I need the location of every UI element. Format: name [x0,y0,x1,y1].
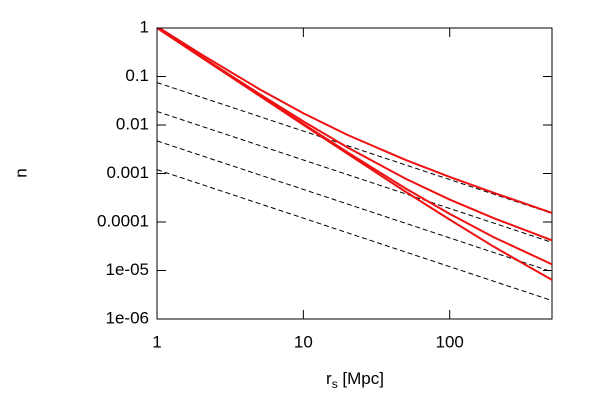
dashed-line [157,169,552,302]
y-axis-label: n [11,168,30,177]
dashed-line [157,82,552,214]
data-line [157,28,552,214]
plot-area [157,28,552,302]
x-axis-label: rs [Mpc] [326,369,384,391]
y-tick-label: 1e-05 [106,260,149,279]
data-line [157,28,552,242]
plot-border [156,27,553,320]
dashed-line [157,140,552,273]
y-tick-label: 0.1 [125,66,149,85]
y-tick-label: 0.0001 [97,211,149,230]
data-line [157,28,552,281]
y-tick-label: 1e-06 [106,308,149,327]
x-tick-label: 1 [152,332,161,351]
dashed-line [157,111,552,243]
y-tick-label: 0.01 [116,114,149,133]
x-tick-label: 10 [294,332,313,351]
x-tick-label: 100 [436,332,464,351]
y-tick-label: 1 [140,17,149,36]
y-tick-label: 0.001 [106,163,149,182]
